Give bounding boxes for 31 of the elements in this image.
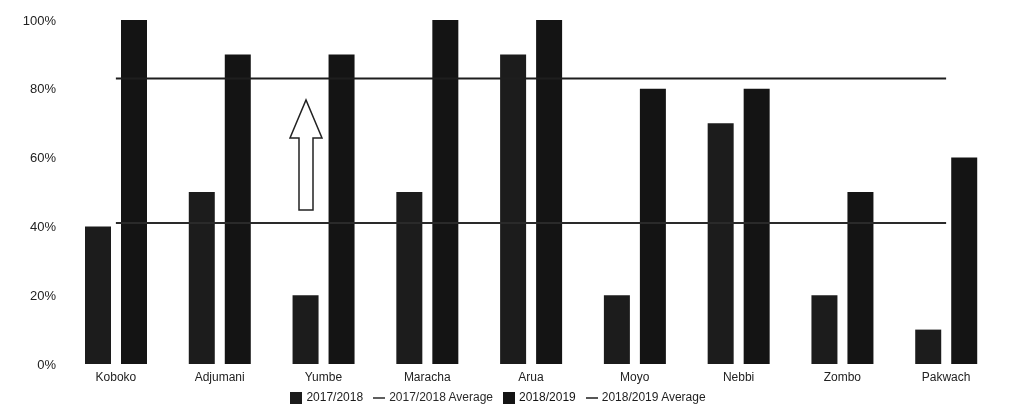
y-tick-label: 60% (29, 150, 57, 166)
legend-label: 2018/2019 Average (601, 390, 706, 404)
bar (292, 295, 319, 364)
bar (707, 123, 734, 364)
x-tick-label: Pakwach (921, 369, 971, 384)
y-tick-label: 100% (22, 12, 57, 28)
x-tick-label: Moyo (620, 369, 650, 384)
x-tick-label: Nebbi (722, 369, 755, 384)
legend-label: 2017/2018 (306, 390, 364, 404)
bar (847, 192, 874, 364)
bar (743, 88, 770, 364)
x-tick-label: Maracha (403, 369, 451, 384)
x-tick-label: Zombo (823, 369, 862, 384)
bar (188, 192, 215, 364)
x-tick-label: Yumbe (304, 369, 343, 384)
legend-label: 2017/2018 Average (389, 390, 493, 404)
bar (396, 192, 423, 364)
bar (639, 88, 666, 364)
x-tick-label: Adjumani (194, 369, 245, 384)
x-tick-label: Koboko (95, 369, 137, 384)
legend-label: 2018/2019 (519, 390, 576, 404)
y-tick-label: 40% (29, 219, 57, 235)
bar (85, 226, 111, 364)
x-tick-label: Arua (518, 369, 544, 384)
bar (811, 295, 838, 364)
bar (951, 157, 978, 364)
y-tick-label: 20% (29, 287, 57, 303)
bar (603, 295, 630, 364)
bar (915, 329, 942, 364)
y-tick-label: 80% (29, 81, 57, 97)
y-tick-label: 0% (37, 356, 57, 372)
